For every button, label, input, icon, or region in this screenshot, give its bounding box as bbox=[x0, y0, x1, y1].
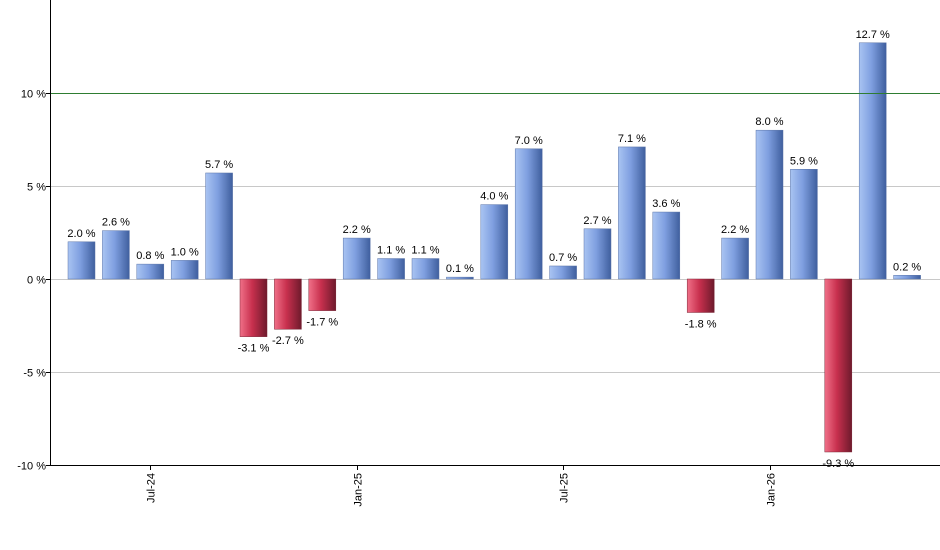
bar-data-label: 0.7 % bbox=[549, 252, 577, 264]
bar-data-label: -1.7 % bbox=[306, 317, 338, 329]
y-tick-label: 10 % bbox=[21, 89, 46, 101]
bar bbox=[205, 172, 233, 280]
y-tick-label: 5 % bbox=[27, 182, 46, 194]
bar bbox=[893, 275, 921, 280]
bar bbox=[824, 278, 853, 453]
bar bbox=[342, 237, 371, 280]
bar bbox=[446, 276, 474, 280]
bar bbox=[170, 260, 199, 280]
bar bbox=[755, 129, 784, 280]
bar-data-label: 1.1 % bbox=[411, 245, 439, 257]
y-tick-label: -10 % bbox=[17, 461, 46, 473]
axes bbox=[46, 0, 940, 470]
bar bbox=[514, 148, 543, 280]
bar bbox=[721, 237, 749, 280]
bar-data-label: -2.7 % bbox=[272, 335, 304, 347]
bar-data-label: 7.0 % bbox=[515, 135, 543, 147]
y-tick-label: -5 % bbox=[23, 368, 46, 380]
bar-data-label: 0.1 % bbox=[446, 263, 474, 275]
x-tick-label: Jan-25 bbox=[353, 473, 365, 507]
bar-data-label: 5.7 % bbox=[205, 159, 233, 171]
bar-data-label: 1.1 % bbox=[377, 245, 405, 257]
bar bbox=[411, 258, 440, 280]
bar bbox=[377, 258, 405, 280]
bar-data-label: 4.0 % bbox=[480, 191, 508, 203]
bar-data-label: 2.2 % bbox=[343, 224, 371, 236]
bars bbox=[67, 42, 921, 453]
bar bbox=[308, 278, 337, 311]
bar bbox=[274, 278, 302, 330]
bar bbox=[686, 278, 715, 313]
y-tick-label: 0 % bbox=[27, 275, 46, 287]
bar-data-label: 2.7 % bbox=[583, 215, 611, 227]
bar-data-label: 7.1 % bbox=[618, 133, 646, 145]
bar-data-label: 2.6 % bbox=[102, 217, 130, 229]
bar bbox=[652, 211, 681, 280]
bar bbox=[618, 146, 646, 280]
bar-data-label: -1.8 % bbox=[685, 318, 717, 330]
bar bbox=[549, 265, 577, 280]
bar-data-label: 3.6 % bbox=[652, 198, 680, 210]
bar bbox=[583, 228, 612, 280]
bar-data-label: 0.8 % bbox=[136, 250, 164, 262]
bar bbox=[239, 278, 268, 337]
x-tick-label: Jan-26 bbox=[766, 473, 778, 507]
bar bbox=[102, 230, 130, 280]
bar bbox=[67, 241, 96, 280]
bar bbox=[480, 204, 509, 280]
bar-data-label: 2.0 % bbox=[67, 228, 95, 240]
bar bbox=[790, 169, 818, 280]
bar bbox=[136, 263, 165, 280]
bar-data-label: 8.0 % bbox=[755, 116, 783, 128]
bar-data-label: -9.3 % bbox=[822, 458, 854, 470]
bar-data-label: 12.7 % bbox=[856, 29, 890, 41]
labels: 10 % 5 % 0 % -5 % -10 % 2.0 % 2.6 % 0.8 % 1.0 % 5… bbox=[17, 29, 921, 507]
bar-data-label: 2.2 % bbox=[721, 224, 749, 236]
x-tick-label: Jul-24 bbox=[146, 473, 158, 503]
bar-data-label: 5.9 % bbox=[790, 155, 818, 167]
bar-data-label: 0.2 % bbox=[893, 261, 921, 273]
bar bbox=[858, 42, 887, 280]
x-tick-label: Jul-25 bbox=[559, 473, 571, 503]
bar-data-label: 1.0 % bbox=[171, 246, 199, 258]
bar-data-label: -3.1 % bbox=[238, 343, 270, 355]
